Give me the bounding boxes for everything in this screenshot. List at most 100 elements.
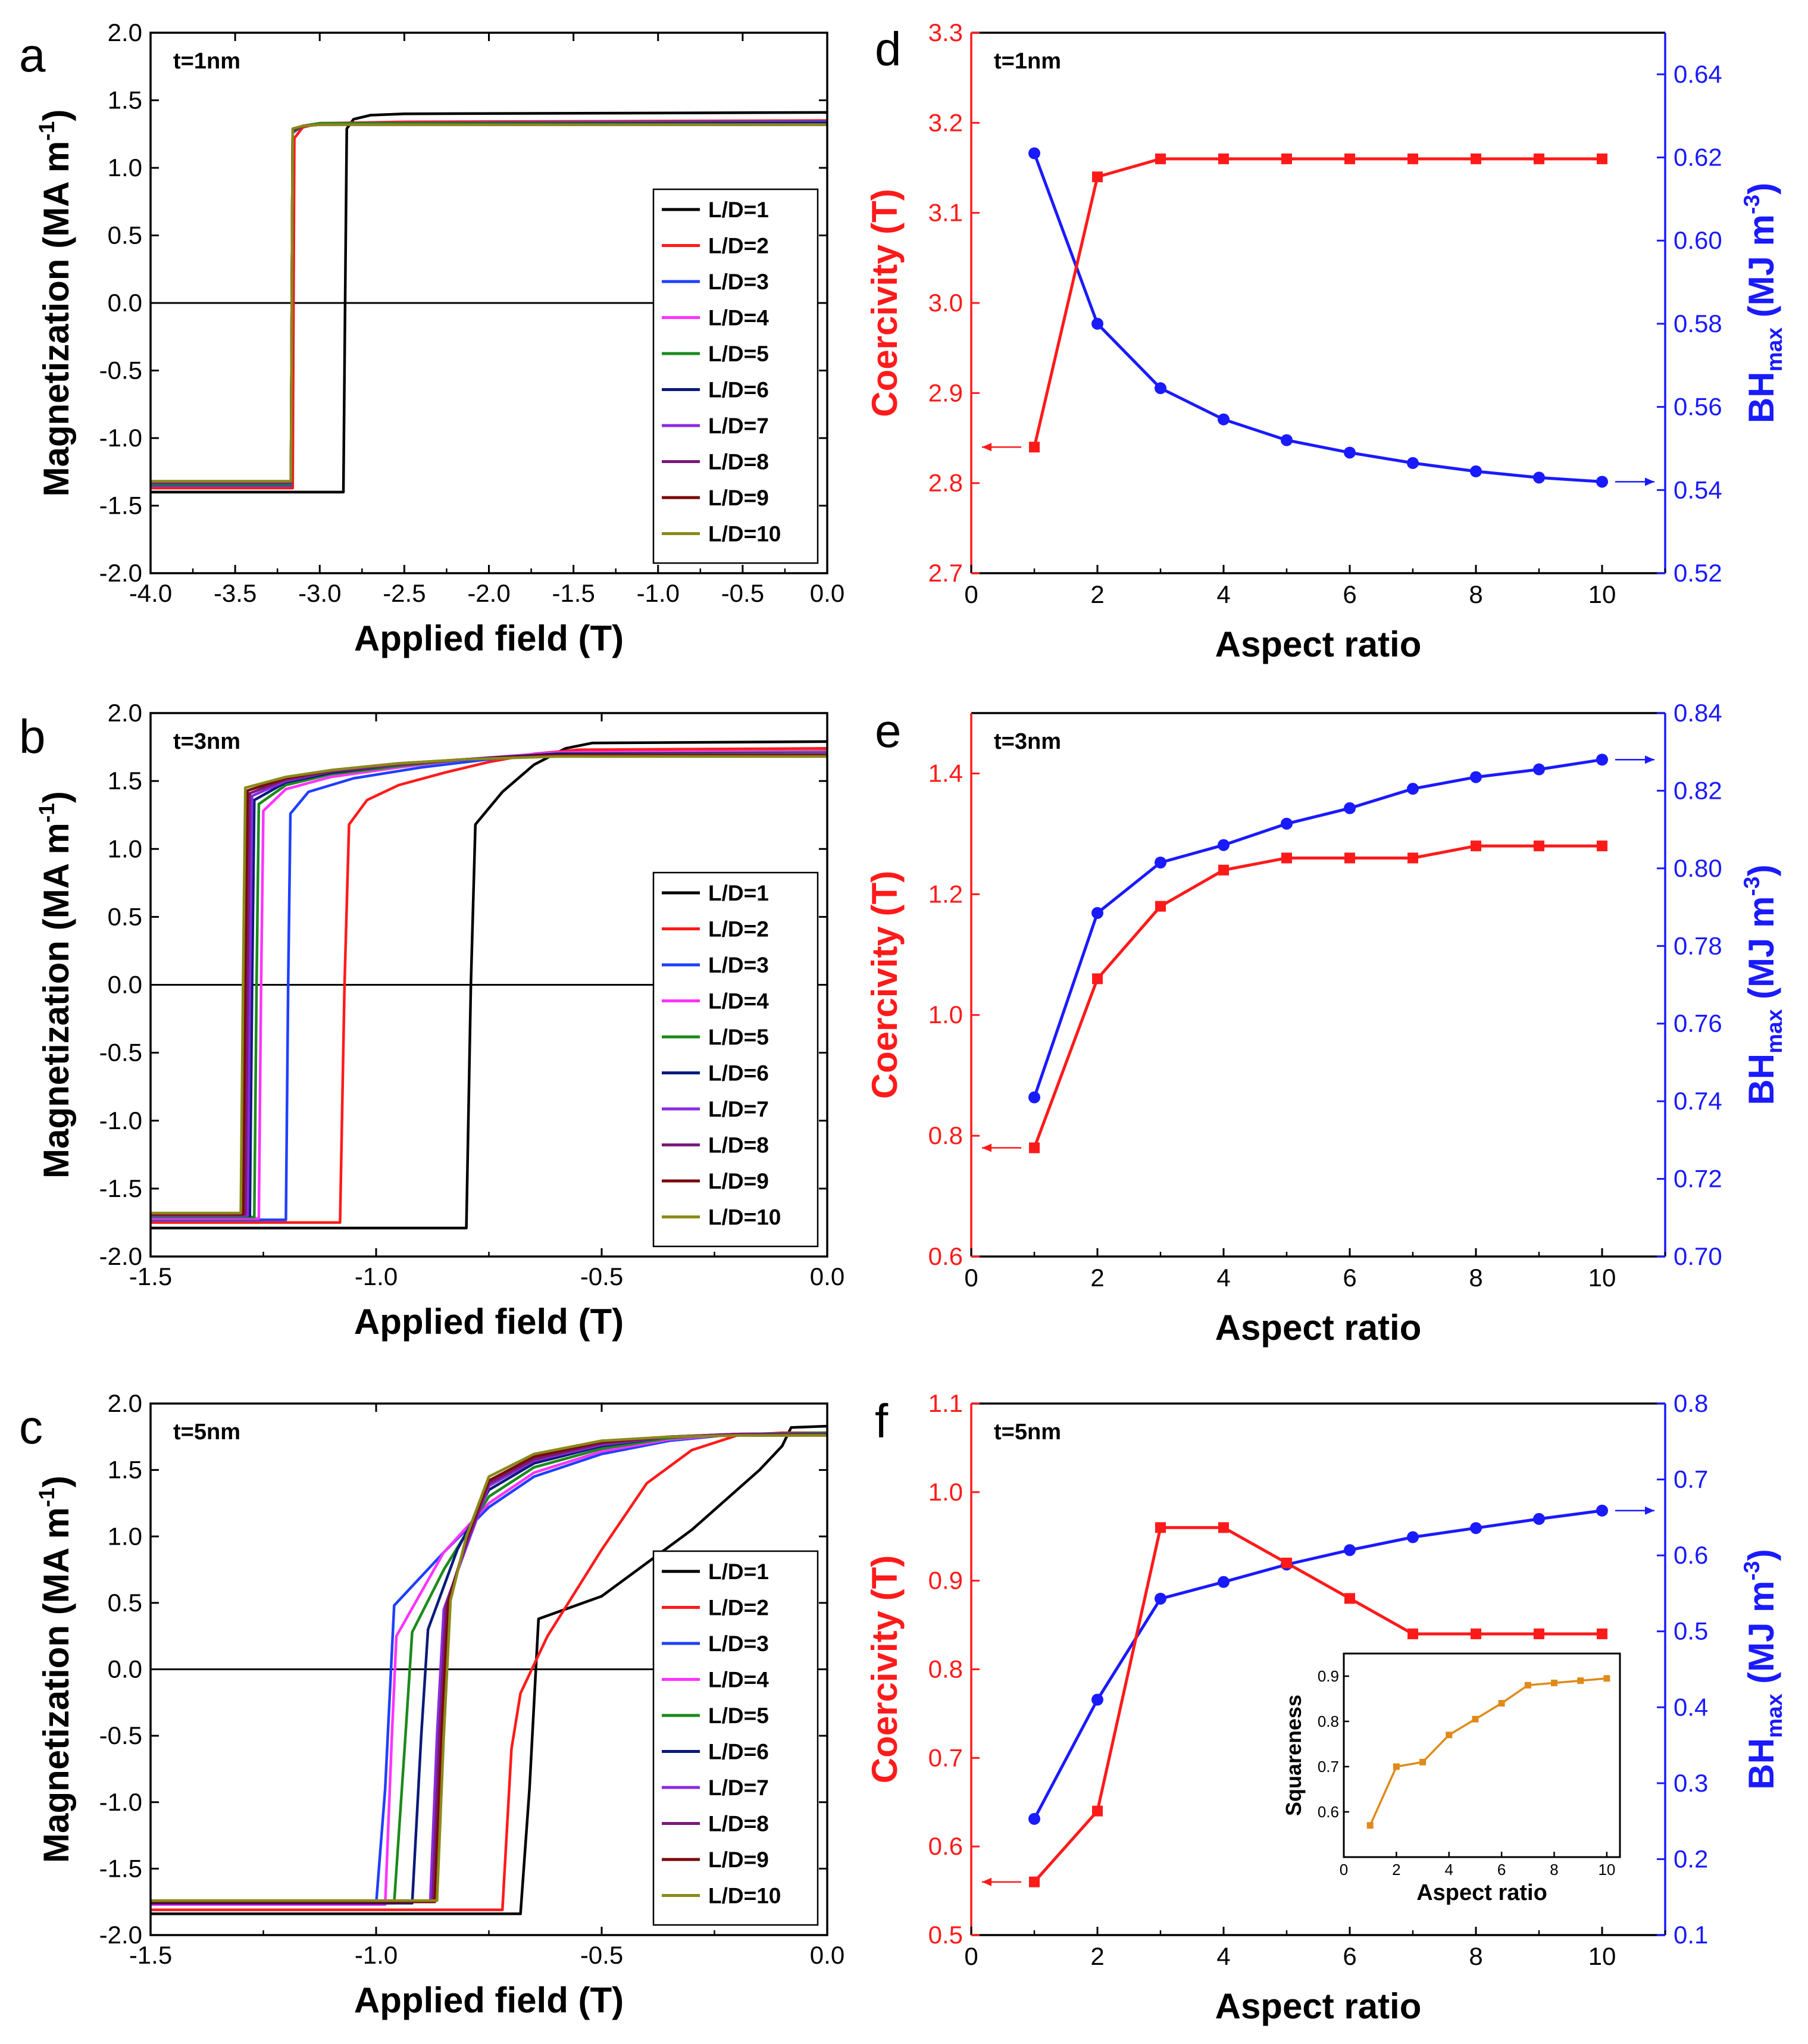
coercivity-point	[1407, 1628, 1418, 1639]
y-right-tick-label: 0.4	[1674, 1693, 1708, 1721]
panel-letter-f: f	[875, 1395, 889, 1448]
legend-label-ld5: L/D=5	[708, 342, 769, 366]
series-line-ld1	[151, 740, 828, 1230]
legend-label-ld7: L/D=7	[708, 1776, 769, 1800]
y-axis-label-part: (MA m	[36, 1507, 76, 1625]
bhmax-point	[1281, 817, 1293, 830]
y-right-tick-label: 0.5	[1674, 1617, 1708, 1645]
coercivity-point	[1534, 840, 1544, 852]
coercivity-point	[1471, 840, 1481, 852]
x-tick-label: 10	[1588, 580, 1616, 608]
panel-letter-c: c	[19, 1401, 43, 1454]
y-right-tick-label: 0.80	[1674, 854, 1722, 882]
bhmax-line	[1033, 152, 1603, 483]
y-tick-label: -1.5	[99, 1174, 142, 1202]
inset-x-tick-label: 10	[1598, 1861, 1615, 1879]
bhmax-point	[1155, 857, 1166, 869]
x-tick-label: 4	[1216, 1264, 1230, 1292]
inset-y-axis-label: Squareness	[1281, 1695, 1306, 1816]
legend-label-ld3: L/D=3	[708, 270, 769, 294]
x-tick-label: -2.5	[383, 579, 426, 607]
y-right-tick-label: 0.1	[1674, 1921, 1708, 1949]
y-tick-label: 1.0	[108, 835, 142, 862]
legend-label-ld9: L/D=9	[708, 1169, 769, 1193]
x-axis-label: Applied field (T)	[354, 618, 624, 658]
y-left-tick-label: 0.9	[928, 1567, 963, 1595]
bhmax-point	[1470, 465, 1482, 477]
x-tick-label: -0.5	[721, 579, 764, 607]
panel-letter-d: d	[875, 23, 902, 76]
coercivity-point	[1029, 1876, 1040, 1887]
x-tick-label: 4	[1216, 580, 1230, 608]
series-line-ld10	[151, 755, 827, 1215]
bhmax-point	[1155, 1592, 1166, 1605]
inset-x-axis-label: Aspect ratio	[1416, 1880, 1547, 1905]
y-right-axis-label-sub: max	[1762, 1009, 1787, 1054]
legend-label-ld9: L/D=9	[708, 1848, 769, 1872]
y-axis-label-part: Magnetization	[36, 1625, 76, 1863]
thickness-annotation: t=1nm	[994, 49, 1061, 74]
inset-y-tick-label: 0.6	[1318, 1803, 1339, 1821]
y-right-axis-label-sup: -3	[1739, 1561, 1764, 1580]
y-axis-label-part: )	[36, 1476, 76, 1487]
coercivity-point	[1029, 1142, 1040, 1154]
y-axis-label-part: Magnetization	[36, 940, 76, 1179]
y-tick-label: 0.0	[108, 289, 142, 317]
y-tick-label: 0.5	[108, 221, 142, 249]
x-tick-label: -1.0	[637, 579, 680, 607]
legend-label-ld1: L/D=1	[708, 881, 769, 905]
bhmax-point	[1218, 413, 1230, 426]
legend-label-ld4: L/D=4	[708, 989, 769, 1014]
x-tick-label: 0	[964, 1942, 978, 1970]
bhmax-point	[1407, 457, 1419, 469]
squareness-line	[1369, 1677, 1607, 1826]
y-right-tick-label: 0.64	[1674, 60, 1722, 88]
squareness-point	[1366, 1822, 1374, 1829]
y-axis-label-sup: -1	[34, 803, 59, 823]
bhmax-point	[1218, 1576, 1230, 1588]
squareness-point	[1551, 1679, 1558, 1686]
coercivity-point	[1597, 153, 1607, 164]
squareness-point	[1524, 1682, 1531, 1689]
y-tick-label: 1.5	[108, 86, 142, 114]
y-tick-label: 1.5	[108, 1456, 142, 1484]
x-tick-label: -4.0	[129, 579, 172, 607]
y-axis-label-part: )	[36, 110, 76, 121]
y-tick-label: 2.0	[108, 699, 142, 727]
x-tick-label: 0.0	[810, 1262, 844, 1290]
y-axis-label: Magnetization (MA m-1)	[34, 110, 76, 497]
y-axis-label-part: Magnetization	[36, 258, 76, 496]
x-axis-label: Applied field (T)	[354, 1302, 624, 1342]
thickness-annotation: t=5nm	[994, 1420, 1061, 1445]
legend-label-ld5: L/D=5	[708, 1025, 769, 1049]
coercivity-point	[1092, 1805, 1103, 1817]
coercivity-point	[1344, 852, 1355, 864]
bhmax-point	[1470, 1522, 1482, 1534]
y-tick-label: -1.5	[99, 1854, 142, 1882]
y-right-axis-label-part: (MJ m	[1741, 1580, 1781, 1693]
x-tick-label: -1.5	[129, 1941, 172, 1969]
x-tick-label: -1.5	[129, 1262, 172, 1290]
bhmax-point	[1218, 839, 1230, 851]
y-tick-label: 0.5	[108, 1589, 142, 1617]
coercivity-point	[1281, 852, 1292, 864]
y-right-tick-label: 0.6	[1674, 1541, 1708, 1569]
y-tick-label: 0.0	[108, 971, 142, 999]
legend-box	[652, 1550, 819, 1926]
coercivity-point	[1218, 1522, 1229, 1533]
legend-label-ld6: L/D=6	[708, 378, 769, 402]
y-right-tick-label: 0.70	[1674, 1242, 1722, 1270]
panel-letter-e: e	[875, 704, 902, 757]
y-left-tick-label: 3.0	[928, 289, 963, 317]
y-left-axis-label: Coercivity (T)	[865, 1555, 905, 1783]
x-tick-label: 8	[1469, 1942, 1482, 1970]
bhmax-point	[1091, 1693, 1103, 1706]
coercivity-point	[1155, 901, 1166, 912]
y-right-axis-label-part: BH	[1741, 1738, 1781, 1790]
bhmax-point	[1281, 434, 1293, 446]
coercivity-point	[1534, 153, 1544, 164]
legend-label-ld10: L/D=10	[708, 522, 781, 546]
coercivity-axis-arrow-head	[982, 1143, 991, 1152]
coercivity-point	[1155, 1522, 1166, 1533]
